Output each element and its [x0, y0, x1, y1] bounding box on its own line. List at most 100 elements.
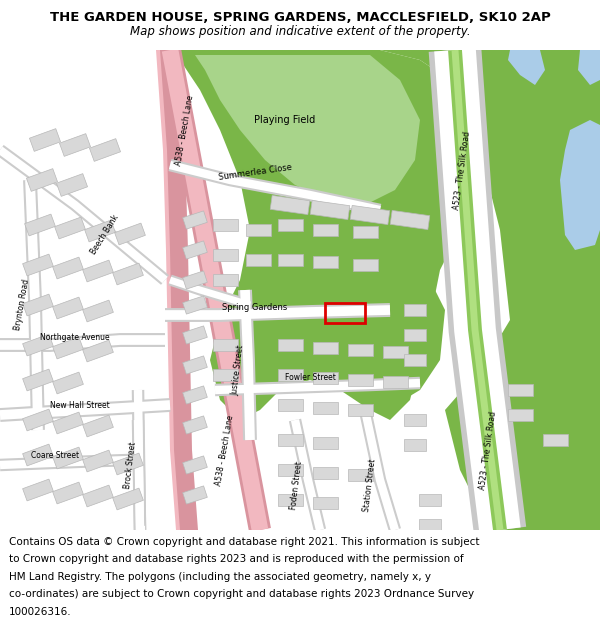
Bar	[419, 519, 441, 531]
Bar	[313, 467, 337, 479]
Text: Summerlea Close: Summerlea Close	[218, 162, 292, 182]
Bar	[23, 409, 53, 431]
Bar	[313, 402, 337, 414]
Bar	[347, 469, 373, 481]
Polygon shape	[290, 240, 445, 405]
Bar	[277, 399, 302, 411]
Bar	[313, 256, 337, 268]
Bar	[83, 260, 113, 282]
Text: THE GARDEN HOUSE, SPRING GARDENS, MACCLESFIELD, SK10 2AP: THE GARDEN HOUSE, SPRING GARDENS, MACCLE…	[50, 11, 550, 24]
Polygon shape	[195, 55, 420, 205]
Bar	[29, 129, 61, 151]
Text: Justice Street: Justice Street	[230, 344, 245, 396]
Bar	[245, 254, 271, 266]
Bar	[212, 219, 238, 231]
Polygon shape	[560, 120, 600, 250]
Bar	[277, 339, 302, 351]
Text: Contains OS data © Crown copyright and database right 2021. This information is : Contains OS data © Crown copyright and d…	[9, 537, 479, 547]
Bar	[404, 329, 426, 341]
Bar	[310, 201, 350, 219]
Bar	[383, 376, 407, 388]
Text: Beech Bank: Beech Bank	[89, 214, 121, 256]
Bar	[182, 356, 208, 374]
Bar	[23, 254, 53, 276]
Bar	[23, 334, 53, 356]
Polygon shape	[175, 50, 480, 420]
Bar	[277, 369, 302, 381]
Bar	[508, 409, 533, 421]
Bar	[113, 488, 143, 510]
Bar	[89, 139, 121, 161]
Bar	[182, 326, 208, 344]
Text: New Hall Street: New Hall Street	[50, 401, 110, 411]
Text: Brock Street: Brock Street	[122, 441, 137, 489]
Bar	[404, 439, 426, 451]
Text: Brynton Road: Brynton Road	[13, 279, 31, 331]
Text: Spring Gardens: Spring Gardens	[223, 302, 287, 311]
Bar	[182, 241, 208, 259]
Bar	[347, 344, 373, 356]
Bar	[350, 206, 390, 224]
Text: A538 - Beech Lane: A538 - Beech Lane	[214, 414, 236, 486]
Bar	[353, 226, 377, 238]
Bar	[53, 372, 83, 394]
Bar	[212, 339, 238, 351]
Polygon shape	[158, 50, 198, 530]
Bar	[182, 416, 208, 434]
Bar	[83, 450, 113, 472]
Bar	[347, 404, 373, 416]
Bar	[53, 337, 83, 359]
Bar	[404, 304, 426, 316]
Bar	[404, 354, 426, 366]
Text: A523 - The Silk Road: A523 - The Silk Road	[452, 130, 472, 210]
Bar	[212, 249, 238, 261]
Bar	[53, 257, 83, 279]
Text: Foden Street: Foden Street	[289, 460, 304, 510]
Bar	[113, 263, 143, 285]
Bar	[542, 434, 568, 446]
Bar	[53, 482, 83, 504]
Text: HM Land Registry. The polygons (including the associated geometry, namely x, y: HM Land Registry. The polygons (includin…	[9, 572, 431, 582]
Polygon shape	[156, 50, 180, 530]
Bar	[508, 384, 533, 396]
Text: Coare Street: Coare Street	[31, 451, 79, 461]
Bar	[53, 412, 83, 434]
Bar	[53, 447, 83, 469]
Text: co-ordinates) are subject to Crown copyright and database rights 2023 Ordnance S: co-ordinates) are subject to Crown copyr…	[9, 589, 474, 599]
Bar	[182, 486, 208, 504]
Bar	[85, 220, 115, 242]
Bar	[277, 434, 302, 446]
Bar	[390, 211, 430, 229]
Text: Station Street: Station Street	[362, 458, 378, 512]
Text: Map shows position and indicative extent of the property.: Map shows position and indicative extent…	[130, 24, 470, 38]
Bar	[313, 224, 337, 236]
Bar	[59, 134, 91, 156]
Text: Fowler Street: Fowler Street	[284, 374, 335, 382]
Text: to Crown copyright and database rights 2023 and is reproduced with the permissio: to Crown copyright and database rights 2…	[9, 554, 464, 564]
Bar	[212, 369, 238, 381]
Bar	[53, 297, 83, 319]
Bar	[270, 196, 310, 214]
Bar	[55, 217, 85, 239]
Bar	[23, 444, 53, 466]
Bar	[182, 271, 208, 289]
Text: 100026316.: 100026316.	[9, 607, 71, 617]
Bar	[383, 346, 407, 358]
Bar	[277, 494, 302, 506]
Bar	[347, 374, 373, 386]
Bar	[83, 340, 113, 362]
Bar	[113, 453, 143, 475]
Bar	[83, 415, 113, 437]
Bar	[313, 372, 337, 384]
Bar	[313, 497, 337, 509]
Polygon shape	[240, 50, 600, 530]
Bar	[313, 437, 337, 449]
Bar	[277, 464, 302, 476]
Bar	[182, 386, 208, 404]
Bar	[277, 254, 302, 266]
Text: A538 - Beech Lane: A538 - Beech Lane	[175, 94, 196, 166]
Polygon shape	[508, 50, 545, 85]
Bar	[115, 223, 145, 245]
Bar	[56, 174, 88, 196]
Bar	[419, 494, 441, 506]
